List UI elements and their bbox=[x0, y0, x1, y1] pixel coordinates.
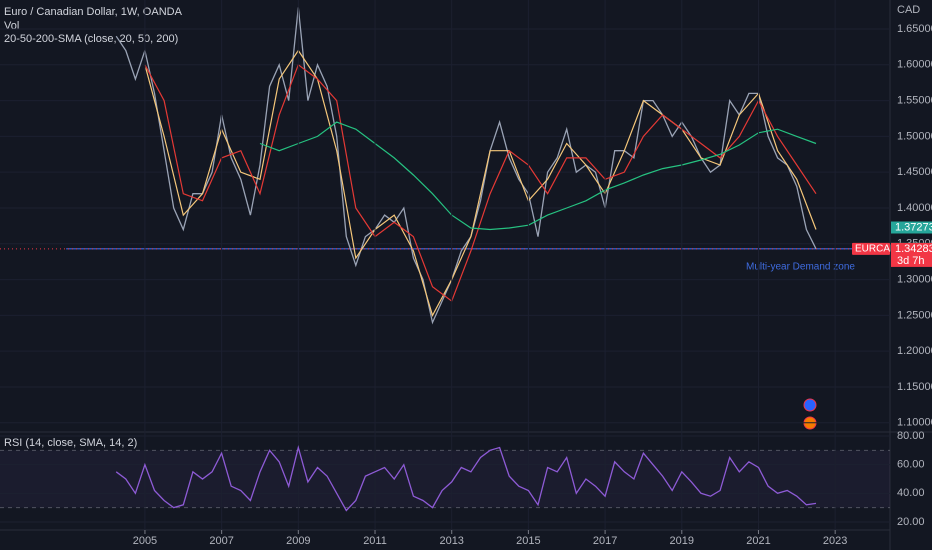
x-tick-label: 2017 bbox=[593, 535, 617, 547]
x-tick-label: 2011 bbox=[363, 535, 387, 547]
x-tick-label: 2007 bbox=[209, 535, 233, 547]
y-tick-label: 1.10000 bbox=[897, 417, 932, 429]
annotation: Multi-year Demand zone bbox=[746, 261, 855, 272]
y-tick-label: 1.20000 bbox=[897, 345, 932, 357]
price-label-box bbox=[891, 221, 932, 234]
series-line bbox=[259, 121, 817, 231]
y-tick-label: 60.00 bbox=[897, 459, 925, 471]
y-tick-label: 80.00 bbox=[897, 430, 925, 442]
y-tick-label: 20.00 bbox=[897, 516, 925, 528]
series-line bbox=[115, 7, 817, 325]
x-tick-label: 2019 bbox=[670, 535, 694, 547]
indicator-sma[interactable]: 20-50-200-SMA (close, 20, 50, 200) bbox=[4, 33, 178, 45]
y-tick-label: 1.40000 bbox=[897, 202, 932, 214]
price-label: 1.37273 bbox=[895, 221, 932, 233]
countdown-label: 3d 7h bbox=[897, 255, 925, 267]
y-tick-label: 1.60000 bbox=[897, 59, 932, 71]
last-price-label: 1.34283 bbox=[895, 243, 932, 255]
currency: CAD bbox=[897, 4, 920, 16]
y-tick-label: 1.30000 bbox=[897, 273, 932, 285]
indicator-vol[interactable]: Vol bbox=[4, 20, 19, 32]
x-tick-label: 2009 bbox=[286, 535, 310, 547]
y-tick-label: 1.65000 bbox=[897, 23, 932, 35]
series-line bbox=[144, 63, 817, 303]
y-tick-label: 1.15000 bbox=[897, 381, 932, 393]
y-tick-label: 40.00 bbox=[897, 487, 925, 499]
x-tick-label: 2013 bbox=[439, 535, 463, 547]
symbol-title: Euro / Canadian Dollar, 1W, OANDA bbox=[4, 6, 183, 18]
series-line bbox=[115, 444, 817, 512]
x-tick-label: 2005 bbox=[133, 535, 157, 547]
rsi-band bbox=[0, 450, 890, 508]
y-tick-label: 1.45000 bbox=[897, 166, 932, 178]
x-tick-label: 2023 bbox=[823, 535, 847, 547]
x-tick-label: 2021 bbox=[746, 535, 770, 547]
y-tick-label: 1.50000 bbox=[897, 130, 932, 142]
last-price-box bbox=[891, 242, 932, 267]
event-icon[interactable] bbox=[803, 398, 817, 412]
y-tick-label: 1.25000 bbox=[897, 309, 932, 321]
x-tick-label: 2015 bbox=[516, 535, 540, 547]
symbol-label: EURCAD bbox=[855, 244, 897, 255]
rsi-title[interactable]: RSI (14, close, SMA, 14, 2) bbox=[4, 437, 137, 449]
y-tick-label: 1.55000 bbox=[897, 94, 932, 106]
symbol-box bbox=[852, 242, 890, 255]
